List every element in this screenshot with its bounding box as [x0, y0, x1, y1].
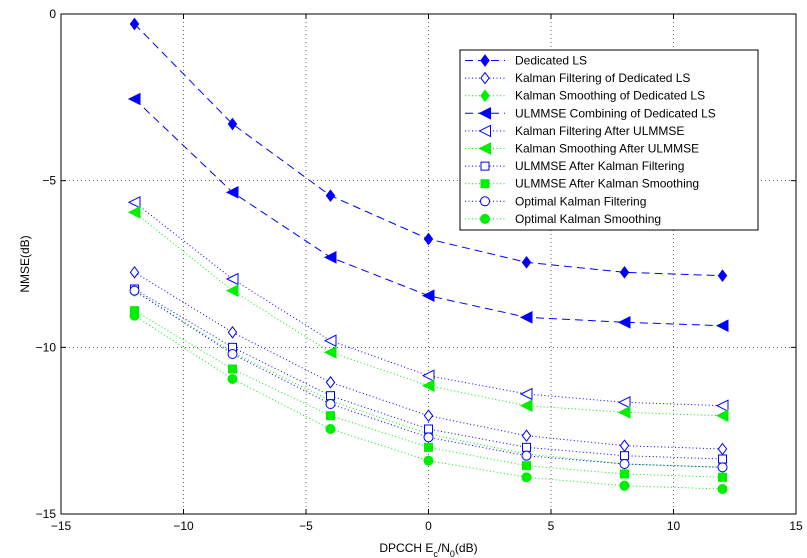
series-8-point [228, 364, 237, 374]
y-tick-label: −5 [42, 174, 56, 188]
legend-marker-9 [480, 196, 490, 207]
series-1-point [129, 17, 140, 31]
x-tick-label: 15 [789, 519, 803, 533]
legend-marker-10 [480, 213, 490, 224]
series-10-point [717, 484, 728, 494]
series-6-point [519, 399, 533, 412]
legend-marker-1 [480, 54, 490, 67]
legend-label-7: ULMMSE After Kalman Filtering [515, 159, 684, 173]
series-7-point [620, 451, 629, 461]
legend-label-4: ULMMSE Combining of Dedicated LS [515, 106, 716, 120]
legend-marker-4 [478, 106, 491, 120]
series-9-point [129, 285, 140, 296]
legend-marker-6 [478, 142, 491, 155]
x-axis-label: DPCCH Ec/N0(dB) [379, 541, 477, 558]
legend-label-2: Kalman Filtering of Dedicated LS [515, 71, 690, 85]
series-5-point [127, 196, 141, 209]
series-5-point [323, 334, 337, 347]
series-6-point [617, 406, 631, 419]
series-1-point [423, 232, 434, 246]
series-4-point [323, 251, 337, 264]
legend-label-9: Optimal Kalman Filtering [515, 194, 646, 208]
series-markers [127, 17, 729, 494]
series-7-point [718, 454, 727, 464]
series-4-point [225, 186, 239, 199]
series-10-point [521, 472, 532, 483]
series-6-point [127, 206, 141, 219]
series-10-point [129, 310, 140, 321]
x-tick-label: 0 [425, 519, 432, 533]
legend-marker-7 [480, 161, 490, 171]
legend-label-1: Dedicated LS [515, 54, 587, 68]
series-5-point [225, 272, 239, 286]
series-1-point [325, 189, 336, 203]
series-9-point [619, 459, 630, 469]
series-1-point [227, 117, 238, 131]
legend-box [459, 49, 759, 231]
legend: Dedicated LS Kalman Filtering of Dedicate… [459, 49, 759, 231]
axis-ticks: −15 −10 −5 0 5 10 15 −15 −10 −5 0 [36, 7, 803, 533]
x-tick-label: −15 [51, 519, 72, 533]
series-8-point [522, 461, 531, 471]
y-tick-label: 0 [49, 7, 56, 21]
series-2-point [227, 326, 238, 339]
series-8-point [424, 442, 433, 452]
series-9-point [423, 432, 434, 443]
x-tick-label: −10 [173, 519, 194, 533]
series-4-point [617, 316, 631, 329]
legend-label-10: Optimal Kalman Smoothing [515, 212, 661, 226]
series-8-point [718, 472, 727, 482]
y-axis-label: NMSE(dB) [18, 235, 32, 292]
legend-label-6: Kalman Smoothing After ULMMSE [515, 142, 699, 156]
series-6-point [225, 284, 239, 297]
series-5-point [617, 396, 631, 409]
series-6-point [421, 379, 435, 392]
series-5-point [519, 387, 533, 401]
x-tick-label: −5 [299, 519, 313, 533]
series-4-point [421, 289, 435, 302]
y-tick-label: −10 [36, 340, 57, 354]
legend-marker-2 [480, 71, 490, 85]
series-9-point [717, 462, 728, 473]
series-9-point [521, 450, 532, 461]
series-4-point [715, 319, 729, 332]
series-10-point [423, 455, 434, 466]
series-4-point [127, 92, 141, 106]
y-tick-label: −15 [36, 507, 57, 521]
series-10-point [227, 374, 238, 384]
series-4-point [519, 311, 533, 324]
legend-label-5: Kalman Filtering After ULMMSE [515, 124, 684, 138]
series-9-point [325, 399, 336, 409]
series-1-point [717, 269, 728, 282]
series-2-point [129, 266, 140, 279]
series-10-point [325, 424, 336, 434]
series-1-point [619, 266, 630, 279]
legend-label-3: Kalman Smoothing of Dedicated LS [515, 89, 705, 103]
series-6-point [323, 346, 337, 359]
series-7-point [522, 442, 531, 452]
series-6-point [715, 409, 729, 422]
series-2-point [325, 376, 336, 389]
legend-marker-5 [478, 124, 491, 138]
legend-label-8: ULMMSE After Kalman Smoothing [515, 177, 699, 191]
series-5-point [421, 369, 435, 382]
series-8-point [326, 411, 335, 421]
x-tick-label: 5 [548, 519, 555, 533]
legend-marker-8 [480, 179, 490, 189]
series-8-point [620, 469, 629, 479]
series-7-point [326, 391, 335, 401]
series-10-point [619, 480, 630, 491]
series-2-point [521, 429, 532, 442]
series-2-point [423, 409, 434, 422]
series-5-point [715, 399, 729, 412]
x-tick-label: 10 [667, 519, 681, 533]
legend-marker-3 [480, 89, 490, 103]
series-7-point [424, 424, 433, 434]
series-9-point [227, 349, 238, 359]
series-1-point [521, 256, 532, 269]
